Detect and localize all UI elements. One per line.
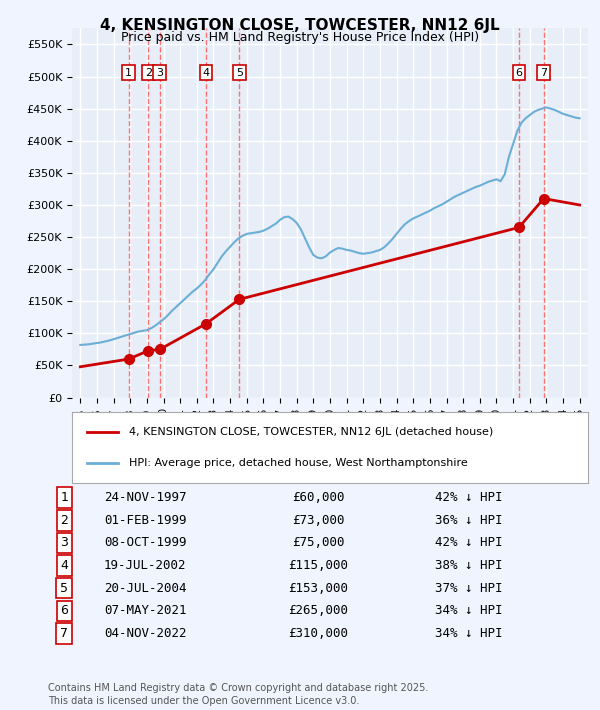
Text: 6: 6: [60, 604, 68, 617]
Text: 3: 3: [156, 67, 163, 77]
Text: This data is licensed under the Open Government Licence v3.0.: This data is licensed under the Open Gov…: [48, 696, 359, 706]
Text: £75,000: £75,000: [292, 537, 344, 550]
Text: HPI: Average price, detached house, West Northamptonshire: HPI: Average price, detached house, West…: [129, 458, 467, 468]
Text: 5: 5: [236, 67, 243, 77]
Text: 20-JUL-2004: 20-JUL-2004: [104, 581, 187, 595]
Text: 4: 4: [60, 559, 68, 572]
Text: £265,000: £265,000: [288, 604, 348, 617]
Text: £60,000: £60,000: [292, 491, 344, 504]
Text: 2: 2: [145, 67, 152, 77]
Text: 4: 4: [202, 67, 209, 77]
Text: 42% ↓ HPI: 42% ↓ HPI: [436, 491, 503, 504]
Text: 38% ↓ HPI: 38% ↓ HPI: [436, 559, 503, 572]
Text: 4, KENSINGTON CLOSE, TOWCESTER, NN12 6JL (detached house): 4, KENSINGTON CLOSE, TOWCESTER, NN12 6JL…: [129, 427, 493, 437]
Text: 7: 7: [540, 67, 547, 77]
Text: 24-NOV-1997: 24-NOV-1997: [104, 491, 187, 504]
Text: 04-NOV-2022: 04-NOV-2022: [104, 627, 187, 640]
Text: 37% ↓ HPI: 37% ↓ HPI: [436, 581, 503, 595]
Text: 4, KENSINGTON CLOSE, TOWCESTER, NN12 6JL: 4, KENSINGTON CLOSE, TOWCESTER, NN12 6JL: [100, 18, 500, 33]
Text: 34% ↓ HPI: 34% ↓ HPI: [436, 627, 503, 640]
Text: £153,000: £153,000: [288, 581, 348, 595]
Text: 7: 7: [60, 627, 68, 640]
Text: 34% ↓ HPI: 34% ↓ HPI: [436, 604, 503, 617]
Text: 6: 6: [515, 67, 523, 77]
Text: 19-JUL-2002: 19-JUL-2002: [104, 559, 187, 572]
Text: 5: 5: [60, 581, 68, 595]
Text: 08-OCT-1999: 08-OCT-1999: [104, 537, 187, 550]
Text: 07-MAY-2021: 07-MAY-2021: [104, 604, 187, 617]
Text: £310,000: £310,000: [288, 627, 348, 640]
Text: 2: 2: [60, 514, 68, 527]
Text: 1: 1: [60, 491, 68, 504]
Text: Price paid vs. HM Land Registry's House Price Index (HPI): Price paid vs. HM Land Registry's House …: [121, 31, 479, 43]
Text: 01-FEB-1999: 01-FEB-1999: [104, 514, 187, 527]
Text: £115,000: £115,000: [288, 559, 348, 572]
Text: 3: 3: [60, 537, 68, 550]
Text: £73,000: £73,000: [292, 514, 344, 527]
Text: 36% ↓ HPI: 36% ↓ HPI: [436, 514, 503, 527]
Text: 1: 1: [125, 67, 132, 77]
Text: Contains HM Land Registry data © Crown copyright and database right 2025.: Contains HM Land Registry data © Crown c…: [48, 683, 428, 693]
Text: 42% ↓ HPI: 42% ↓ HPI: [436, 537, 503, 550]
